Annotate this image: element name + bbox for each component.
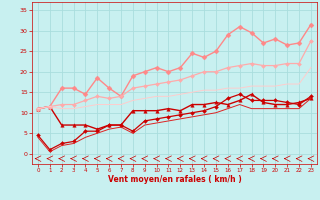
- X-axis label: Vent moyen/en rafales ( km/h ): Vent moyen/en rafales ( km/h ): [108, 175, 241, 184]
